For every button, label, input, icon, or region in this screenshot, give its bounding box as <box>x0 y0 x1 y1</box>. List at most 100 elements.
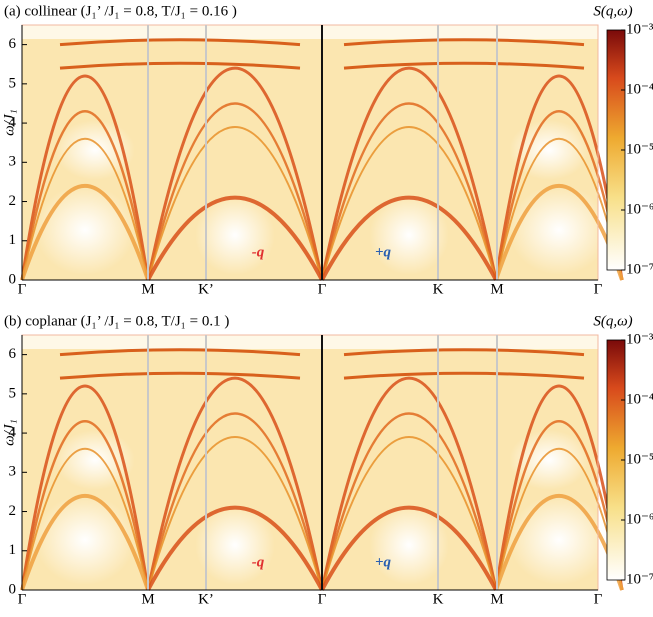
spectrum-band <box>320 66 498 281</box>
spectrum-blob <box>369 195 449 275</box>
annotation: -q <box>252 244 265 260</box>
spectrum-band <box>494 384 624 591</box>
spectrum-band <box>321 436 497 591</box>
spectrum-band <box>146 102 324 281</box>
panel-title: (a) collinear (J₁’ /J₁ = 0.8, T/J₁ = 0.1… <box>4 3 237 19</box>
colorbar-tick-label: 10⁻⁷ <box>626 261 653 277</box>
colorbar-tick-label: 10⁻⁶ <box>626 511 653 527</box>
spectrum-blob <box>369 505 449 585</box>
y-tick-label: 2 <box>9 503 17 519</box>
y-tick-label: 1 <box>9 232 17 248</box>
x-tick-label: Γ <box>318 281 327 297</box>
colorbar-tick-label: 10⁻⁵ <box>626 141 653 157</box>
annotation: +q <box>375 554 392 570</box>
spectrum-band <box>147 436 323 591</box>
colorbar-tick-label: 10⁻⁴ <box>626 391 653 407</box>
colorbar-tick-label: 10⁻³ <box>626 331 653 347</box>
spectrum-band <box>20 183 150 281</box>
spectrum-band <box>494 420 624 591</box>
spectrum-blob <box>509 185 609 275</box>
x-tick-label: M <box>141 591 154 607</box>
y-tick-label: 5 <box>9 75 17 91</box>
colorbar-tick-label: 10⁻⁶ <box>626 201 653 217</box>
annotation: -q <box>252 554 265 570</box>
spectrum-blob <box>195 505 275 585</box>
y-tick-label: 4 <box>9 425 17 441</box>
y-tick-label: 1 <box>9 542 17 558</box>
spectrum-blob <box>35 185 135 275</box>
spectrum-band <box>146 376 324 591</box>
spectrum-band <box>21 448 149 591</box>
colorbar-tick-label: 10⁻⁵ <box>626 451 653 467</box>
y-tick-label: 3 <box>9 464 17 480</box>
y-tick-label: 6 <box>9 36 17 52</box>
spectrum-band <box>321 126 497 281</box>
colorbar-tick-label: 10⁻⁷ <box>626 571 653 587</box>
spectrum-band <box>20 420 150 591</box>
x-tick-label: K <box>433 591 444 607</box>
spectrum-band <box>146 505 324 591</box>
spectrum-band <box>59 38 301 47</box>
annotation: +q <box>375 244 392 260</box>
y-tick-label: 3 <box>9 154 17 170</box>
x-tick-label: M <box>141 281 154 297</box>
spectrum-band <box>343 348 585 357</box>
spectrum-blob <box>55 120 135 180</box>
spectrum-band <box>20 74 150 281</box>
spectrum-blob <box>55 430 135 490</box>
x-tick-label: M <box>490 591 503 607</box>
spectrum-band <box>146 195 324 281</box>
x-tick-label: K <box>433 281 444 297</box>
spectrum-band <box>494 183 624 281</box>
y-tick-label: 5 <box>9 385 17 401</box>
x-tick-label: K’ <box>198 591 214 607</box>
spectrum-band <box>320 376 498 591</box>
spectrum-band <box>494 493 624 591</box>
spectrum-band <box>343 38 585 47</box>
spectrum <box>20 335 624 591</box>
spectrum-band <box>146 412 324 591</box>
spectrum-blob <box>195 195 275 275</box>
spectrum-band <box>147 126 323 281</box>
spectrum-band <box>20 493 150 591</box>
x-tick-label: Γ <box>318 591 327 607</box>
x-tick-label: M <box>490 281 503 297</box>
spectrum-band <box>146 66 324 281</box>
x-tick-label: K’ <box>198 281 214 297</box>
spectrum-band <box>320 412 498 591</box>
y-tick-label: 0 <box>9 581 17 597</box>
spectrum-band <box>494 110 624 281</box>
spectrum-blob <box>509 120 589 180</box>
panel-title: (b) coplanar (J₁’ /J₁ = 0.8, T/J₁ = 0.1 … <box>4 313 229 329</box>
colorbar-tick-label: 10⁻⁴ <box>626 81 653 97</box>
spectrum-blob <box>35 495 135 585</box>
y-axis-label: ω/J₁ <box>1 109 17 136</box>
spectrum-band <box>343 61 585 70</box>
x-tick-label: Γ <box>18 281 27 297</box>
spectrum-blob <box>509 430 589 490</box>
y-tick-label: 2 <box>9 193 17 209</box>
spectrum-blob <box>509 495 609 585</box>
spectrum-band <box>20 384 150 591</box>
spectrum-band <box>320 102 498 281</box>
spectrum-band <box>495 138 623 281</box>
y-tick-label: 0 <box>9 271 17 287</box>
y-tick-label: 6 <box>9 346 17 362</box>
spectrum-band <box>320 505 498 591</box>
spectrum-band <box>320 195 498 281</box>
spectrum-band <box>343 371 585 380</box>
spectrum-band <box>59 371 301 380</box>
spectrum-band <box>494 74 624 281</box>
spectrum-band <box>59 348 301 357</box>
spectrum-band <box>495 448 623 591</box>
spectrum <box>20 25 624 281</box>
spectrum-top <box>22 25 598 39</box>
colorbar-label: S(q,ω) <box>593 313 632 329</box>
x-tick-label: Γ <box>594 591 603 607</box>
x-tick-label: Γ <box>594 281 603 297</box>
colorbar-label: S(q,ω) <box>593 3 632 19</box>
y-tick-label: 4 <box>9 115 17 131</box>
spectrum-band <box>21 138 149 281</box>
spectrum-band <box>59 61 301 70</box>
